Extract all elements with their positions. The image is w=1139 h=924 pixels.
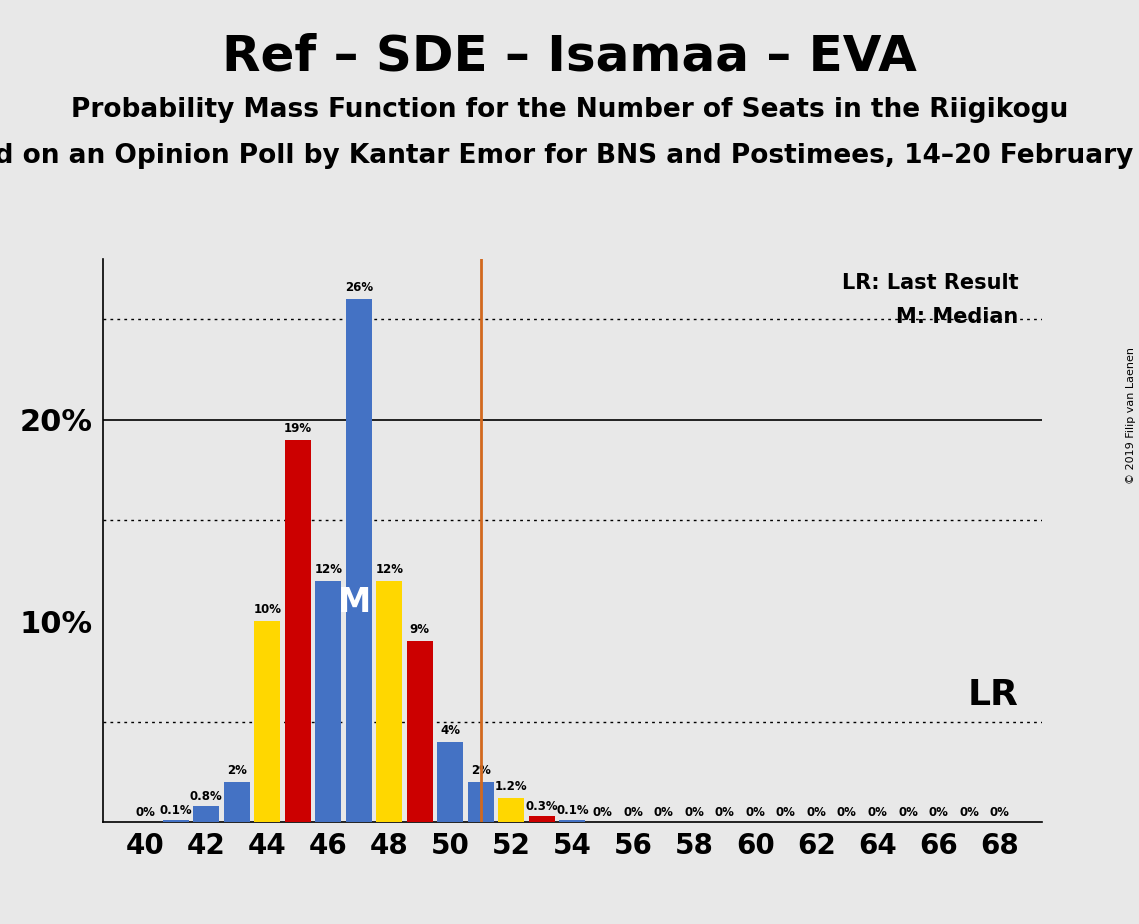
Text: 2%: 2% — [227, 764, 247, 777]
Bar — [559, 821, 585, 822]
Text: 0%: 0% — [593, 807, 613, 820]
Text: 2%: 2% — [470, 764, 491, 777]
Text: 12%: 12% — [375, 563, 403, 576]
Text: 0%: 0% — [837, 807, 857, 820]
Text: 0%: 0% — [654, 807, 674, 820]
Text: 0%: 0% — [806, 807, 827, 820]
Bar — [407, 641, 433, 822]
Bar — [254, 621, 280, 822]
Text: LR: LR — [968, 678, 1018, 712]
Text: 9%: 9% — [410, 623, 429, 636]
Text: 0%: 0% — [745, 807, 765, 820]
Bar — [528, 816, 555, 822]
Bar — [346, 299, 371, 822]
Bar — [194, 807, 219, 822]
Text: M: Median: M: Median — [896, 307, 1018, 326]
Text: 0.8%: 0.8% — [190, 790, 222, 803]
Bar — [163, 821, 189, 822]
Text: 1.2%: 1.2% — [495, 780, 527, 793]
Text: 0.1%: 0.1% — [159, 804, 192, 818]
Text: 10%: 10% — [253, 603, 281, 616]
Text: 0%: 0% — [898, 807, 918, 820]
Text: 12%: 12% — [314, 563, 343, 576]
Bar — [223, 782, 249, 822]
Text: Ref – SDE – Isamaa – EVA: Ref – SDE – Isamaa – EVA — [222, 32, 917, 80]
Text: 0%: 0% — [928, 807, 949, 820]
Text: 0%: 0% — [959, 807, 978, 820]
Text: © 2019 Filip van Laenen: © 2019 Filip van Laenen — [1126, 347, 1136, 484]
Text: Based on an Opinion Poll by Kantar Emor for BNS and Postimees, 14–20 February 20: Based on an Opinion Poll by Kantar Emor … — [0, 143, 1139, 169]
Text: LR: Last Result: LR: Last Result — [842, 273, 1018, 293]
Text: 0%: 0% — [623, 807, 644, 820]
Bar — [437, 742, 464, 822]
Text: 4%: 4% — [441, 723, 460, 736]
Text: 0%: 0% — [715, 807, 735, 820]
Text: 19%: 19% — [284, 422, 312, 435]
Bar — [499, 798, 524, 822]
Text: 0%: 0% — [776, 807, 796, 820]
Text: 0%: 0% — [990, 807, 1009, 820]
Bar — [376, 581, 402, 822]
Text: 0.1%: 0.1% — [556, 804, 589, 818]
Text: Probability Mass Function for the Number of Seats in the Riigikogu: Probability Mass Function for the Number… — [71, 97, 1068, 123]
Text: 0%: 0% — [685, 807, 704, 820]
Bar — [285, 440, 311, 822]
Text: 0%: 0% — [868, 807, 887, 820]
Bar — [316, 581, 342, 822]
Text: M: M — [337, 586, 371, 619]
Bar — [468, 782, 494, 822]
Text: 0.3%: 0.3% — [525, 800, 558, 813]
Text: 26%: 26% — [345, 281, 372, 294]
Text: 0%: 0% — [136, 807, 155, 820]
